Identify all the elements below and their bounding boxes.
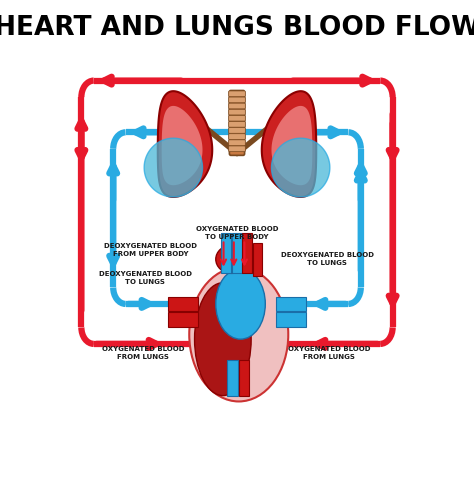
FancyBboxPatch shape xyxy=(228,97,246,102)
FancyBboxPatch shape xyxy=(228,146,246,151)
Polygon shape xyxy=(158,91,212,197)
Bar xyxy=(253,243,262,276)
Text: OXYGENATED BLOOD
FROM LUNGS: OXYGENATED BLOOD FROM LUNGS xyxy=(288,346,370,360)
Ellipse shape xyxy=(189,267,288,401)
Text: DEOXYGENATED BLOOD
TO LUNGS: DEOXYGENATED BLOOD TO LUNGS xyxy=(281,252,374,266)
Bar xyxy=(239,360,249,396)
FancyBboxPatch shape xyxy=(228,128,246,133)
Text: HEART AND LUNGS BLOOD FLOW: HEART AND LUNGS BLOOD FLOW xyxy=(0,15,474,41)
FancyBboxPatch shape xyxy=(228,140,246,146)
Bar xyxy=(232,234,242,273)
FancyBboxPatch shape xyxy=(228,103,246,109)
Ellipse shape xyxy=(216,245,247,273)
Bar xyxy=(168,297,198,311)
FancyBboxPatch shape xyxy=(228,115,246,121)
Bar xyxy=(276,297,306,311)
FancyBboxPatch shape xyxy=(228,134,246,140)
Polygon shape xyxy=(272,138,330,197)
FancyBboxPatch shape xyxy=(228,121,246,127)
Ellipse shape xyxy=(194,283,251,396)
Bar xyxy=(242,234,252,273)
Bar xyxy=(227,360,237,396)
FancyBboxPatch shape xyxy=(228,109,246,115)
Polygon shape xyxy=(144,138,202,197)
Text: OXYGENATED BLOOD
FROM LUNGS: OXYGENATED BLOOD FROM LUNGS xyxy=(102,346,184,360)
FancyBboxPatch shape xyxy=(228,91,246,97)
Text: DEOXYGENATED BLOOD
FROM UPPER BODY: DEOXYGENATED BLOOD FROM UPPER BODY xyxy=(104,243,197,257)
Polygon shape xyxy=(262,91,316,197)
Bar xyxy=(221,234,231,273)
Polygon shape xyxy=(272,106,312,185)
Text: OXYGENATED BLOOD
TO UPPER BODY: OXYGENATED BLOOD TO UPPER BODY xyxy=(196,226,278,241)
Text: DEOXYGENATED BLOOD
TO LUNGS: DEOXYGENATED BLOOD TO LUNGS xyxy=(99,271,191,285)
Bar xyxy=(276,312,306,327)
Ellipse shape xyxy=(216,269,265,339)
Bar xyxy=(168,312,198,327)
Polygon shape xyxy=(162,106,202,185)
FancyBboxPatch shape xyxy=(229,91,245,155)
